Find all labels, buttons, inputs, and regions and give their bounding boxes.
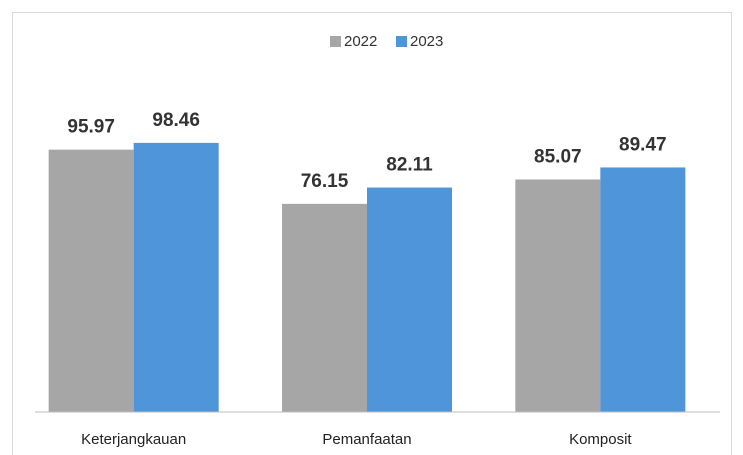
bar bbox=[48, 149, 134, 412]
x-tick-label: Komposit bbox=[569, 431, 632, 448]
legend-label: 2022 bbox=[344, 33, 377, 50]
value-label: 98.46 bbox=[152, 110, 200, 131]
value-label: 89.47 bbox=[619, 134, 667, 155]
value-label: 76.15 bbox=[301, 171, 349, 192]
value-label: 95.97 bbox=[67, 117, 115, 138]
x-tick-label: Pemanfaatan bbox=[322, 431, 411, 448]
bar bbox=[133, 142, 219, 412]
x-tick-label: Keterjangkauan bbox=[81, 431, 186, 448]
legend-swatch bbox=[396, 36, 407, 47]
value-label: 85.07 bbox=[534, 146, 582, 167]
bar bbox=[367, 187, 452, 412]
bar bbox=[282, 203, 367, 412]
legend-swatch bbox=[330, 36, 341, 47]
bar bbox=[600, 167, 686, 412]
value-label: 82.11 bbox=[386, 155, 433, 176]
legend-label: 2023 bbox=[410, 33, 443, 50]
bar bbox=[515, 179, 601, 412]
